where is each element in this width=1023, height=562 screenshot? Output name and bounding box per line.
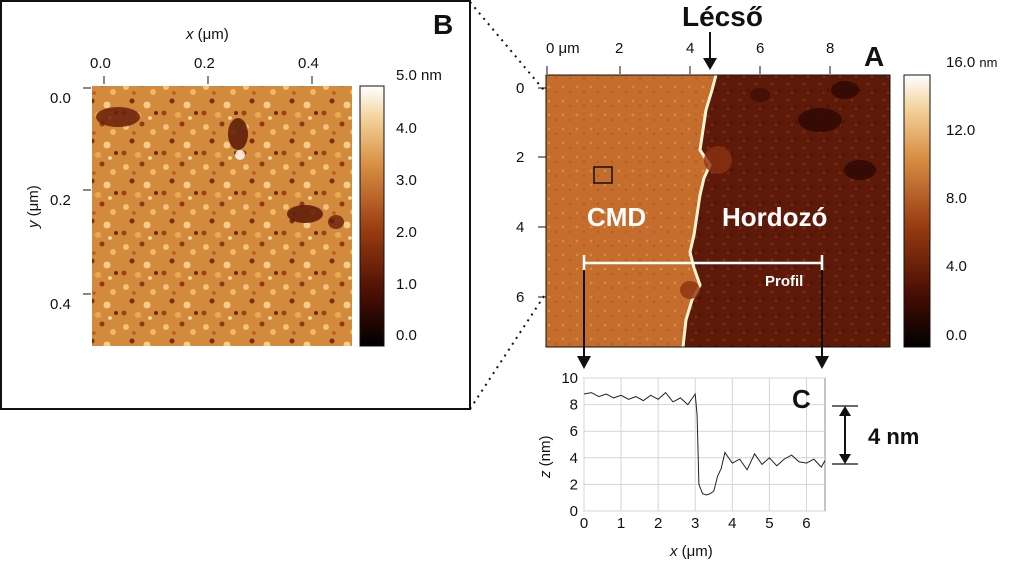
panel-b-y-tick: 0.2 — [50, 192, 71, 209]
panel-b-x-var: x — [185, 26, 194, 43]
panel-c-y-tick: 10 — [561, 370, 578, 387]
panel-c-x-tick: 5 — [765, 515, 773, 532]
panel-b-letter: B — [433, 9, 453, 40]
panel-b-y-tick: 0.0 — [50, 90, 71, 107]
panel-c-plot-area — [583, 377, 826, 512]
panel-a-left-tick: 6 — [516, 289, 524, 306]
panel-c-x-tick: 3 — [691, 515, 699, 532]
panel-b-cbar-tick: 5.0 nm — [396, 67, 442, 84]
panel-b-x-tick: 0.0 — [90, 55, 111, 72]
zoom-connector-bottom — [469, 289, 549, 410]
panel-a-cbar-tick: 0.0 — [946, 327, 967, 344]
panel-a-top-tick: 2 — [615, 40, 623, 57]
panel-c-x-tick: 4 — [728, 515, 736, 532]
panel-c-y-tick: 8 — [570, 397, 578, 414]
step-label: Lécső — [682, 1, 763, 32]
panel-a: Lécső A 0 μm 2 4 6 8 0 2 4 6 — [516, 1, 997, 348]
panel-c-x-var: x — [669, 543, 678, 560]
panel-a-top-tick: 8 — [826, 40, 834, 57]
panel-c-y-unit: (nm) — [537, 435, 554, 466]
panel-c-x-tick: 0 — [580, 515, 588, 532]
step-arrow-head — [703, 58, 717, 70]
panel-a-cbar-top-unit: nm — [979, 55, 997, 70]
panel-b: B x (μm) 0.0 0.2 0.4 0.0 0.2 0.4 y (μm) … — [0, 0, 471, 410]
panel-c-x-tick: 1 — [617, 515, 625, 532]
panel-a-left-tick: 2 — [516, 149, 524, 166]
panel-a-cbar-tick: 8.0 — [946, 190, 967, 207]
panel-b-y-var: y — [25, 219, 42, 229]
panel-c-letter: C — [792, 384, 811, 414]
panel-a-cbar-top-value: 16.0 — [946, 54, 975, 71]
panel-a-afm-image: CMD Hordozó Profil — [546, 74, 890, 348]
substrate-label: Hordozó — [722, 202, 827, 232]
panel-c-x-unit: (μm) — [682, 543, 713, 560]
panel-b-x-title: x (μm) — [185, 26, 229, 43]
panel-b-x-unit: (μm) — [198, 26, 229, 43]
panel-a-colorbar — [903, 74, 931, 348]
panel-c-y-tick: 6 — [570, 423, 578, 440]
cmd-region — [546, 75, 716, 347]
panel-b-y-unit: (μm) — [25, 185, 42, 216]
panel-b-cbar-tick: 2.0 — [396, 224, 417, 241]
cmd-label: CMD — [587, 202, 646, 232]
profile-label: Profil — [765, 273, 803, 290]
panel-a-top-tick: 6 — [756, 40, 764, 57]
panel-c-y-title: z (nm) — [537, 435, 554, 479]
panel-a-top-tick: 0 μm — [546, 40, 580, 57]
panel-c: 0 1 2 3 4 5 6 0 2 4 6 8 10 C x (μm) z (nm) 4 nm — [537, 370, 919, 560]
panel-b-cbar-tick: 4.0 — [396, 120, 417, 137]
panel-c-y-var: z — [537, 470, 554, 479]
panel-a-cbar-tick: 12.0 — [946, 122, 975, 139]
panel-b-colorbar — [359, 85, 385, 347]
panel-c-y-tick: 2 — [570, 476, 578, 493]
profile-series-line — [583, 391, 826, 496]
panel-c-x-title: x (μm) — [669, 543, 713, 560]
panel-a-left-tick: 0 — [516, 80, 524, 97]
panel-b-cbar-tick: 1.0 — [396, 276, 417, 293]
height-annotation: 4 nm — [868, 424, 919, 449]
panel-a-letter: A — [864, 41, 884, 72]
panel-b-frame — [0, 0, 471, 410]
panel-c-y-tick: 4 — [570, 450, 578, 467]
panel-b-x-tick: 0.4 — [298, 55, 319, 72]
panel-b-y-title: y (μm) — [25, 185, 42, 229]
panel-b-x-tick: 0.2 — [194, 55, 215, 72]
panel-c-y-tick: 0 — [570, 503, 578, 520]
panel-c-x-tick: 2 — [654, 515, 662, 532]
panel-c-x-tick: 6 — [802, 515, 810, 532]
panel-b-cbar-tick: 0.0 — [396, 327, 417, 344]
zoom-box — [593, 166, 613, 184]
panel-a-top-tick: 4 — [686, 40, 694, 57]
panel-a-cbar-tick: 4.0 — [946, 258, 967, 275]
panel-b-cbar-tick: 3.0 — [396, 172, 417, 189]
zoom-connector-top — [469, 1, 549, 96]
panel-a-cbar-top: 16.0 nm — [946, 54, 997, 71]
panel-b-y-tick: 0.4 — [50, 296, 71, 313]
panel-a-left-tick: 4 — [516, 219, 524, 236]
